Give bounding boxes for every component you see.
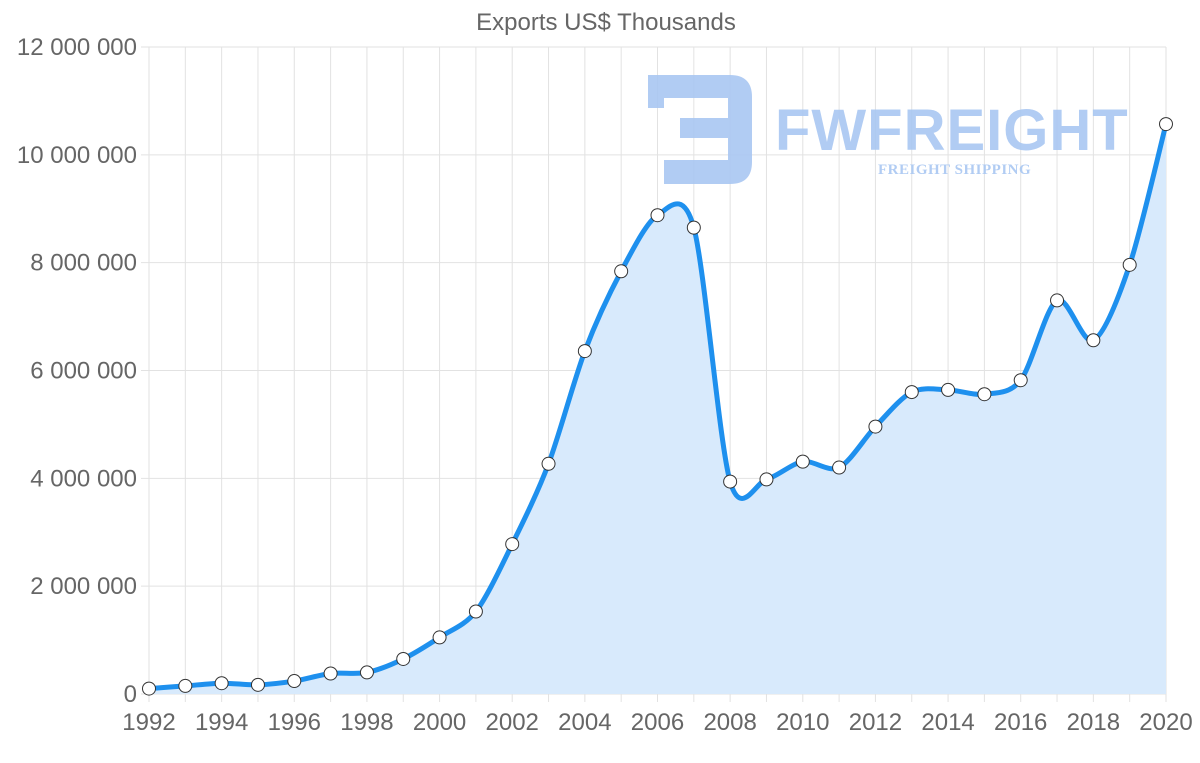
data-point-1997[interactable] bbox=[323, 666, 338, 681]
data-point-2020[interactable] bbox=[1159, 117, 1173, 132]
x-tick-label: 2014 bbox=[921, 709, 974, 736]
y-tick-label: 6 000 000 bbox=[30, 358, 137, 385]
data-point-2002[interactable] bbox=[505, 537, 520, 552]
data-point-1999[interactable] bbox=[396, 651, 411, 666]
x-tick-label: 2004 bbox=[558, 709, 611, 736]
y-tick-label: 10 000 000 bbox=[17, 142, 137, 169]
y-tick-label: 2 000 000 bbox=[30, 573, 137, 600]
y-tick-label: 4 000 000 bbox=[30, 465, 137, 492]
y-tick-label: 8 000 000 bbox=[30, 250, 137, 277]
x-tick-label: 2002 bbox=[486, 709, 539, 736]
watermark-tagline-text: FREIGHT SHIPPING bbox=[878, 162, 1031, 178]
x-tick-label: 2000 bbox=[413, 709, 466, 736]
data-point-2000[interactable] bbox=[432, 630, 447, 645]
x-tick-label: 1998 bbox=[340, 709, 393, 736]
data-point-1998[interactable] bbox=[359, 665, 374, 680]
x-tick-label: 2016 bbox=[994, 709, 1047, 736]
data-point-2013[interactable] bbox=[904, 385, 919, 400]
x-tick-label: 2020 bbox=[1139, 709, 1192, 736]
series-area-fill bbox=[149, 124, 1166, 694]
data-point-2019[interactable] bbox=[1122, 257, 1137, 272]
chart-title: Exports US$ Thousands bbox=[476, 9, 736, 36]
x-tick-label: 2008 bbox=[703, 709, 756, 736]
x-tick-label: 2018 bbox=[1067, 709, 1120, 736]
watermark-logo: FWFREIGHT FREIGHT SHIPPING bbox=[648, 75, 1129, 184]
watermark-brand-text: FWFREIGHT bbox=[775, 98, 1129, 163]
data-point-2011[interactable] bbox=[832, 460, 847, 475]
y-axis-labels: 0 2 000 000 4 000 000 6 000 000 8 000 000 10 … bbox=[17, 34, 137, 708]
data-point-2014[interactable] bbox=[941, 382, 956, 397]
data-point-2010[interactable] bbox=[795, 454, 810, 469]
data-point-2001[interactable] bbox=[468, 604, 483, 619]
data-point-2005[interactable] bbox=[614, 264, 629, 279]
data-point-2012[interactable] bbox=[868, 419, 883, 434]
data-point-1995[interactable] bbox=[250, 677, 265, 692]
data-point-2003[interactable] bbox=[541, 456, 556, 471]
y-tick-label: 0 bbox=[124, 681, 137, 708]
data-point-1993[interactable] bbox=[178, 678, 193, 693]
data-point-2017[interactable] bbox=[1050, 293, 1065, 308]
x-axis-labels: 1992 1994 1996 1998 2000 2002 2004 2006 2008 2010… bbox=[122, 709, 1192, 736]
x-tick-label: 2012 bbox=[849, 709, 902, 736]
data-point-1996[interactable] bbox=[287, 674, 302, 689]
x-tick-label: 1996 bbox=[268, 709, 321, 736]
data-point-2009[interactable] bbox=[759, 472, 774, 487]
x-tick-label: 2006 bbox=[631, 709, 684, 736]
data-point-2018[interactable] bbox=[1086, 333, 1101, 348]
x-tick-label: 1994 bbox=[195, 709, 248, 736]
data-point-2006[interactable] bbox=[650, 208, 665, 223]
data-point-2015[interactable] bbox=[977, 387, 992, 402]
data-point-2008[interactable] bbox=[723, 474, 738, 489]
data-point-1992[interactable] bbox=[142, 681, 156, 696]
fwfreight-logo-icon bbox=[648, 75, 752, 184]
y-tick-label: 12 000 000 bbox=[17, 34, 137, 61]
data-point-2007[interactable] bbox=[686, 220, 701, 235]
data-point-1994[interactable] bbox=[214, 676, 229, 691]
x-tick-label: 1992 bbox=[122, 709, 175, 736]
x-tick-label: 2010 bbox=[776, 709, 829, 736]
series-markers bbox=[142, 117, 1173, 696]
data-point-2016[interactable] bbox=[1013, 373, 1028, 388]
data-point-2004[interactable] bbox=[577, 344, 592, 359]
